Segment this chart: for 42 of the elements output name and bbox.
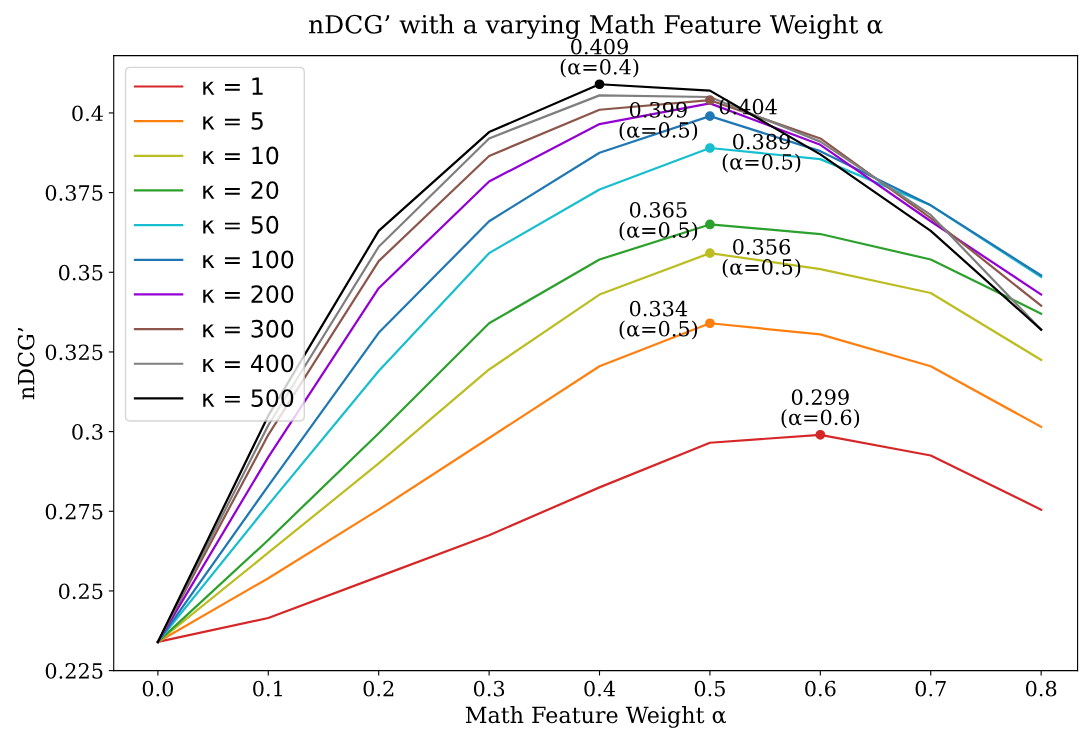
legend-label: κ = 20 xyxy=(203,181,279,200)
legend-label: κ = 200 xyxy=(203,285,294,304)
y-tick-label: 0.225 xyxy=(45,663,103,679)
annotation: 0.409 (α=0.4) xyxy=(560,38,639,78)
x-tick-label: 0.0 xyxy=(142,680,174,697)
legend-label: κ = 100 xyxy=(203,250,294,269)
point xyxy=(815,429,826,440)
point xyxy=(705,248,715,259)
y-axis-title: nDCG’ xyxy=(17,327,35,400)
point xyxy=(705,143,715,153)
annotation: 0.299 (α=0.6) xyxy=(781,389,860,429)
x-tick-label: 0.6 xyxy=(805,680,836,697)
legend-label: κ = 5 xyxy=(203,112,263,130)
x-tick-label: 0.4 xyxy=(584,680,616,697)
point xyxy=(705,95,715,106)
x-axis-title: Math Feature Weight α xyxy=(465,706,726,728)
point xyxy=(594,79,605,90)
legend-label: κ = 500 xyxy=(203,389,294,408)
annotation: 0.356 (α=0.5) xyxy=(722,238,801,278)
legend-label: κ = 50 xyxy=(203,215,279,234)
y-tick-label: 0.3 xyxy=(72,424,103,440)
x-tick-label: 0.2 xyxy=(363,680,394,697)
point xyxy=(705,318,715,329)
point xyxy=(705,219,715,230)
y-tick-label: 0.375 xyxy=(45,185,103,201)
legend-label: κ = 300 xyxy=(203,319,294,338)
x-tick-label: 0.3 xyxy=(473,680,505,697)
x-tick-label: 0.5 xyxy=(694,680,725,697)
y-tick-label: 0.4 xyxy=(72,105,103,122)
legend-label: κ = 400 xyxy=(203,354,294,373)
x-tick-label: 0.1 xyxy=(253,680,282,697)
annotation: 0.389 (α=0.5) xyxy=(722,133,801,173)
x-tick-label: 0.8 xyxy=(1025,680,1057,697)
y-tick-label: 0.35 xyxy=(58,264,103,281)
y-tick-label: 0.325 xyxy=(45,344,103,361)
chart-title: nDCG’ with a varying Math Feature Weight α xyxy=(308,14,883,39)
point xyxy=(705,111,715,121)
y-tick-label: 0.25 xyxy=(58,583,103,600)
legend-label: κ = 10 xyxy=(203,146,279,165)
x-tick-label: 0.7 xyxy=(915,680,946,697)
legend-label: κ = 1 xyxy=(203,77,263,95)
y-tick-label: 0.275 xyxy=(45,503,103,520)
